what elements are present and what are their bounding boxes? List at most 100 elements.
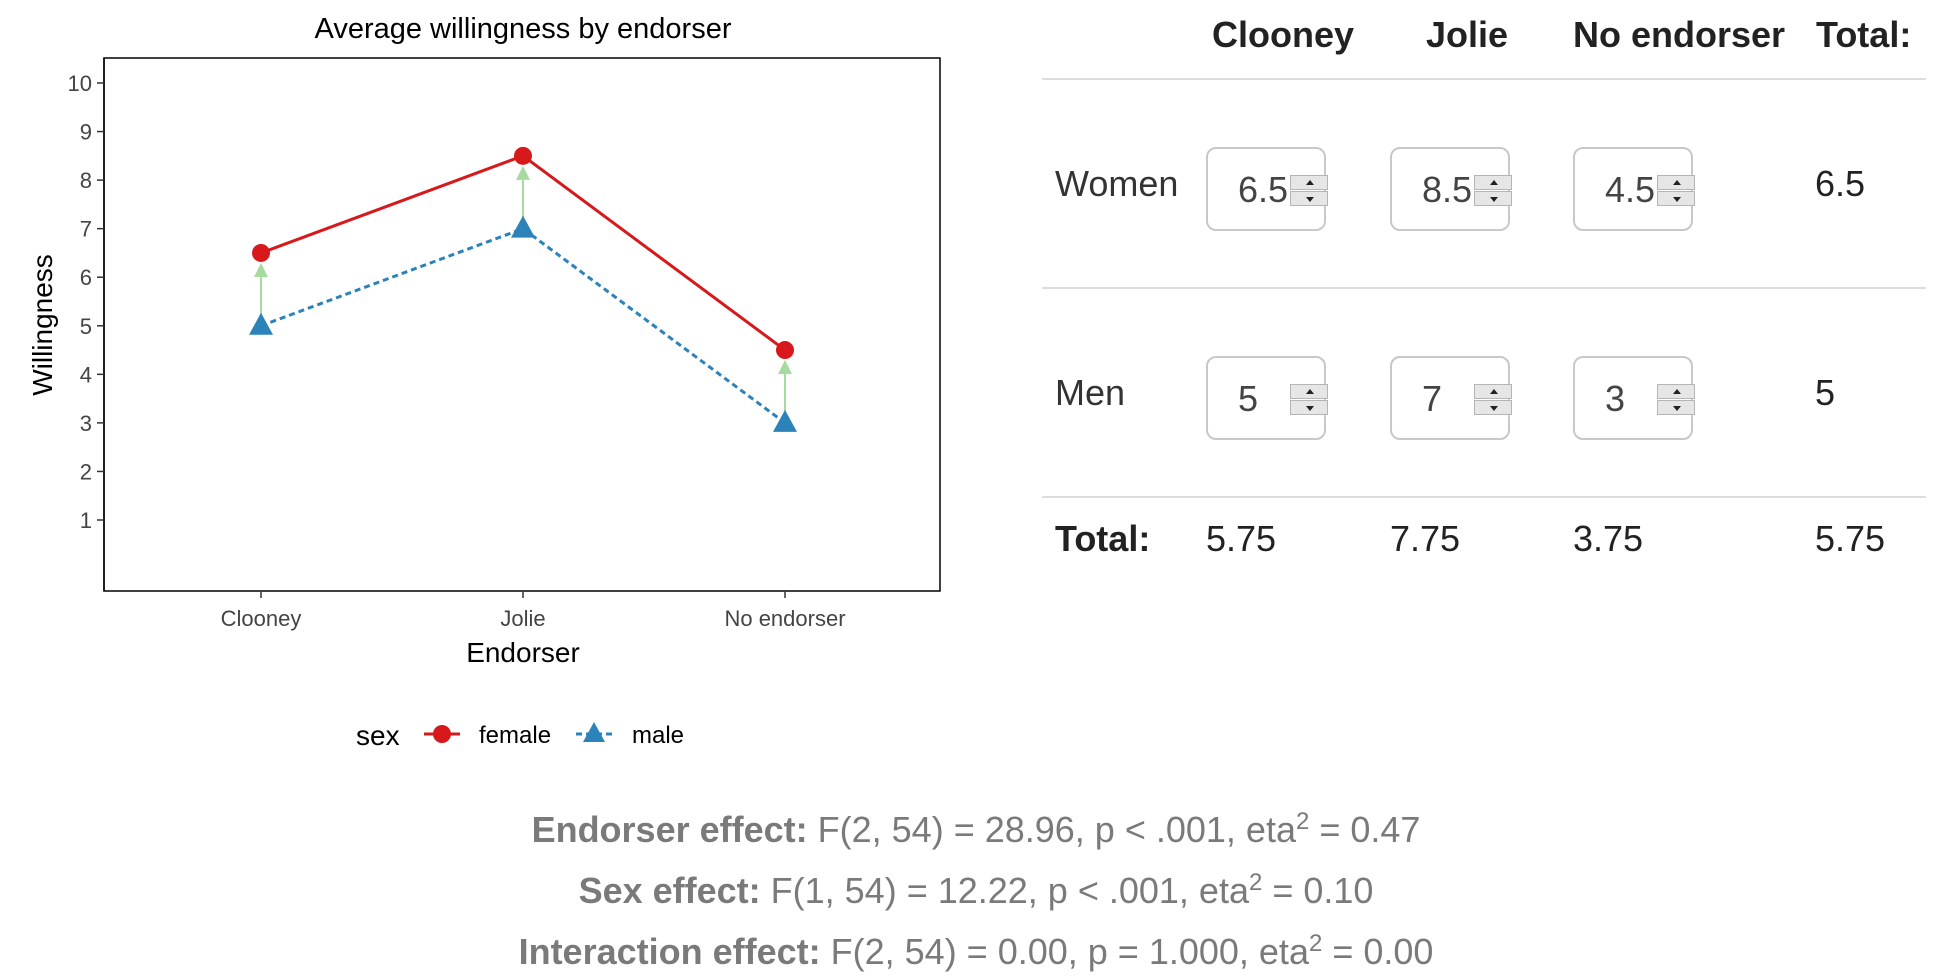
plot-panel <box>103 57 941 592</box>
increment-button[interactable] <box>1290 384 1328 399</box>
difference-arrow-head <box>254 262 268 277</box>
sex-effect-text: F(1, 54) = 12.22, p < .001, eta <box>770 870 1249 911</box>
increment-button[interactable] <box>1290 175 1328 190</box>
anova-results: Endorser effect: F(2, 54) = 28.96, p < .… <box>0 795 1952 978</box>
men-clooney-input[interactable]: 5 <box>1206 356 1328 440</box>
total-grand: 5.75 <box>1815 518 1886 559</box>
interaction-effect-sup: 2 <box>1308 930 1323 957</box>
women-no-endorser-spinner[interactable] <box>1657 175 1695 207</box>
col-header-total: Total: <box>1816 14 1912 55</box>
legend: sex female male <box>356 720 684 751</box>
y-tick-label: 4 <box>80 362 92 387</box>
men-total: 5 <box>1815 372 1836 413</box>
endorser-effect-label: Endorser effect: <box>531 809 808 850</box>
women-no-endorser-value: 4.5 <box>1605 169 1656 210</box>
legend-male-label: male <box>632 722 684 749</box>
interaction-effect-line: Interaction effect: F(2, 54) = 0.00, p =… <box>0 917 1952 978</box>
increment-button[interactable] <box>1474 384 1512 399</box>
sex-effect-line: Sex effect: F(1, 54) = 12.22, p < .001, … <box>0 856 1952 917</box>
increment-button[interactable] <box>1474 175 1512 190</box>
col-header-clooney: Clooney <box>1212 14 1355 55</box>
y-tick-label: 3 <box>80 411 92 436</box>
women-clooney-value: 6.5 <box>1238 169 1289 210</box>
women-total: 6.5 <box>1815 163 1866 204</box>
divider <box>1042 287 1926 289</box>
sex-effect-label: Sex effect: <box>578 870 761 911</box>
col-header-jolie: Jolie <box>1426 14 1509 55</box>
x-axis: Clooney Jolie No endorser <box>221 591 846 631</box>
row-label-men: Men <box>1055 372 1126 413</box>
men-no-endorser-input[interactable]: 3 <box>1573 356 1695 440</box>
x-tick-label: Jolie <box>500 606 545 631</box>
y-tick-label: 2 <box>80 459 92 484</box>
women-jolie-spinner[interactable] <box>1474 175 1512 207</box>
men-jolie-input[interactable]: 7 <box>1390 356 1512 440</box>
y-tick-label: 8 <box>80 168 92 193</box>
data-point-female <box>776 341 794 360</box>
men-no-endorser-spinner[interactable] <box>1657 384 1695 416</box>
y-tick-label: 7 <box>80 217 92 242</box>
women-jolie-value: 8.5 <box>1422 169 1473 210</box>
x-tick-label: Clooney <box>221 606 302 631</box>
series-layer <box>249 146 797 432</box>
total-jolie: 7.75 <box>1390 518 1461 559</box>
y-tick-label: 9 <box>80 120 92 145</box>
total-no-endorser: 3.75 <box>1573 518 1644 559</box>
decrement-button[interactable] <box>1290 400 1328 415</box>
legend-female-marker <box>433 725 451 743</box>
women-jolie-input[interactable]: 8.5 <box>1390 147 1512 231</box>
row-label-women: Women <box>1055 163 1179 204</box>
interaction-effect-text: F(2, 54) = 0.00, p = 1.000, eta <box>830 931 1309 972</box>
y-tick-label: 10 <box>68 71 92 96</box>
sex-effect-sup: 2 <box>1248 869 1263 896</box>
men-clooney-value: 5 <box>1238 378 1259 419</box>
endorser-effect-sup: 2 <box>1295 808 1310 835</box>
x-tick-label: No endorser <box>724 606 845 631</box>
y-axis: 1 2 3 4 5 6 7 8 9 10 <box>68 58 105 591</box>
total-clooney: 5.75 <box>1206 518 1277 559</box>
col-header-no-endorser: No endorser <box>1573 14 1786 55</box>
men-no-endorser-value: 3 <box>1605 378 1626 419</box>
willingness-chart: Average willingness by endorser 1 2 3 4 5 6 7 8… <box>27 13 941 751</box>
difference-arrows <box>254 165 792 411</box>
x-axis-label: Endorser <box>466 637 580 668</box>
legend-female-label: female <box>479 722 551 749</box>
chart-title: Average willingness by endorser <box>315 13 732 45</box>
increment-button[interactable] <box>1657 384 1695 399</box>
women-clooney-input[interactable]: 6.5 <box>1206 147 1328 231</box>
men-clooney-spinner[interactable] <box>1290 384 1328 416</box>
women-clooney-spinner[interactable] <box>1290 175 1328 207</box>
data-point-male <box>773 409 797 432</box>
divider <box>1042 496 1926 498</box>
y-tick-label: 1 <box>80 508 92 533</box>
men-jolie-value: 7 <box>1422 378 1443 419</box>
legend-male-marker <box>583 722 605 742</box>
decrement-button[interactable] <box>1290 191 1328 206</box>
difference-arrow-head <box>516 165 530 180</box>
endorser-effect-value: = 0.47 <box>1309 809 1421 850</box>
divider <box>1042 78 1926 80</box>
difference-arrow-head <box>778 360 792 375</box>
y-tick-label: 5 <box>80 314 92 339</box>
endorser-effect-line: Endorser effect: F(2, 54) = 28.96, p < .… <box>0 795 1952 856</box>
sex-effect-value: = 0.10 <box>1262 870 1374 911</box>
decrement-button[interactable] <box>1474 400 1512 415</box>
data-point-female <box>514 146 532 165</box>
increment-button[interactable] <box>1657 175 1695 190</box>
series-line-male <box>260 226 786 425</box>
decrement-button[interactable] <box>1474 191 1512 206</box>
interaction-effect-label: Interaction effect: <box>518 931 821 972</box>
y-axis-label: Willingness <box>27 254 58 396</box>
decrement-button[interactable] <box>1657 191 1695 206</box>
decrement-button[interactable] <box>1657 400 1695 415</box>
data-point-male <box>511 215 535 238</box>
data-point-female <box>252 243 270 262</box>
men-jolie-spinner[interactable] <box>1474 384 1512 416</box>
totals-label: Total: <box>1055 518 1151 559</box>
y-tick-label: 6 <box>80 265 92 290</box>
interaction-effect-value: = 0.00 <box>1322 931 1434 972</box>
legend-title: sex <box>356 720 400 751</box>
endorser-effect-text: F(2, 54) = 28.96, p < .001, eta <box>817 809 1296 850</box>
data-point-male <box>249 312 273 335</box>
women-no-endorser-input[interactable]: 4.5 <box>1573 147 1695 231</box>
